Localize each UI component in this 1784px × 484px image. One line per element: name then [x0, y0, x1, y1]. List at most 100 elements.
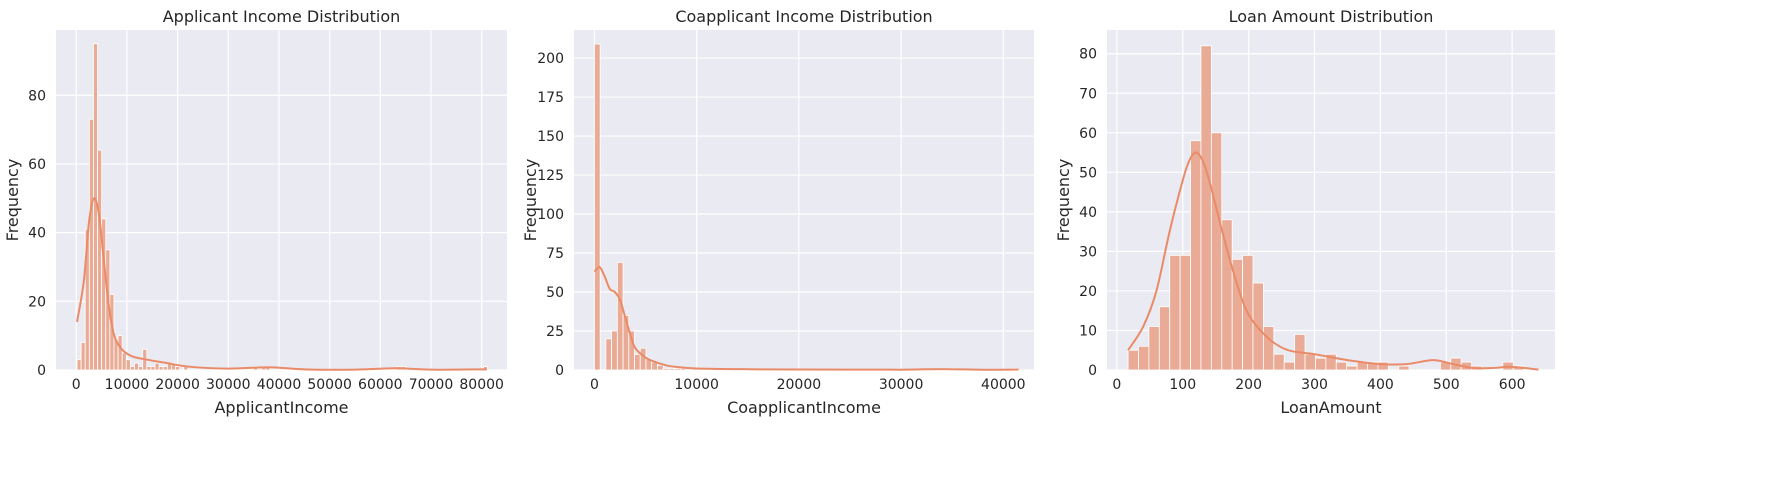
histogram-bar: [1315, 357, 1327, 371]
histogram-bar: [158, 366, 164, 371]
histogram-bar: [97, 149, 103, 371]
histogram-bar: [1169, 254, 1181, 371]
kde-curve: [1127, 151, 1539, 371]
histogram-bar: [1377, 361, 1389, 371]
histogram-bar: [80, 342, 86, 371]
x-tick-label: 10000: [674, 377, 719, 393]
y-tick-label: 60: [1079, 126, 1097, 142]
histogram-bar: [134, 362, 139, 371]
x-tick-label: 80000: [459, 377, 504, 393]
loan-amount-panel: 0 100 200 300 400 500 600 0 10 20 30 40 50 60 70 80 Lo…: [1054, 7, 1555, 417]
y-tick-label: 175: [537, 90, 564, 106]
histogram-bar: [594, 43, 601, 371]
histogram-bar: [1252, 282, 1264, 371]
kde-curve: [76, 197, 487, 371]
histogram-bar: [634, 354, 641, 371]
x-tick-label: 20000: [777, 377, 822, 393]
x-tick-labels: 0 10000 20000 30000 40000: [590, 377, 1026, 393]
y-tick-labels: 0 20 40 60 80: [28, 88, 46, 379]
histogram-bar: [117, 335, 123, 371]
histogram-bar: [611, 330, 618, 371]
histogram-bar: [154, 362, 160, 371]
applicant-income-panel: 0 10000 20000 30000 40000 50000 60000 70000 8000…: [3, 7, 507, 417]
y-tick-label: 80: [1079, 47, 1097, 63]
histogram-bars: [1127, 45, 1525, 371]
chart-title: Applicant Income Distribution: [163, 7, 401, 26]
x-tick-label: 60000: [358, 377, 403, 393]
histogram-bar: [628, 330, 635, 371]
x-axis-label: LoanAmount: [1280, 398, 1381, 417]
histogram-bar: [1190, 140, 1202, 371]
y-tick-label: 10: [1079, 323, 1097, 339]
x-tick-label: 30000: [206, 377, 251, 393]
x-axis-label: ApplicantIncome: [214, 398, 348, 417]
x-tick-label: 10000: [105, 377, 150, 393]
histogram-bar: [146, 366, 152, 371]
histogram-bar: [1158, 306, 1171, 371]
histogram-bar: [1304, 353, 1316, 371]
histogram-bar: [1346, 365, 1358, 371]
y-tick-label: 80: [28, 88, 46, 104]
y-axis-label: Frequency: [521, 159, 540, 242]
histogram-bar: [129, 366, 135, 371]
histogram-bar: [1221, 219, 1233, 371]
histogram-bar: [605, 338, 613, 371]
y-tick-label: 0: [37, 363, 46, 379]
histogram-bar: [1263, 326, 1275, 371]
histogram-bar: [162, 366, 168, 371]
x-tick-label: 0: [72, 377, 81, 393]
histogram-bar: [674, 368, 681, 371]
y-tick-label: 50: [1079, 165, 1097, 181]
histogram-bar: [1179, 254, 1191, 371]
y-tick-label: 30: [1079, 244, 1097, 260]
histogram-bar: [639, 347, 647, 371]
x-tick-label: 300: [1301, 377, 1328, 393]
y-tick-label: 75: [546, 246, 564, 262]
histogram-bar: [668, 368, 675, 371]
y-tick-label: 100: [537, 207, 564, 223]
x-tick-label: 0: [1112, 377, 1121, 393]
histogram-bar: [1273, 353, 1285, 371]
histogram-bar: [1138, 345, 1150, 371]
coapplicant-income-panel: 0 10000 20000 30000 40000 0 25 50 75 100 125 150 17…: [521, 7, 1034, 417]
x-tick-label: 500: [1433, 377, 1460, 393]
x-axis-label: CoapplicantIncome: [727, 398, 881, 417]
histogram-bar: [121, 352, 127, 371]
histogram-bar: [1398, 365, 1410, 371]
histogram-bars: [594, 43, 1019, 371]
y-tick-label: 40: [1079, 205, 1097, 221]
y-tick-labels: 0 25 50 75 100 125 150 175 200: [537, 51, 564, 379]
grid-lines: [574, 30, 1034, 371]
y-axis-label: Frequency: [1054, 159, 1073, 242]
histogram-bar: [1148, 326, 1160, 371]
x-tick-label: 0: [590, 377, 599, 393]
y-tick-label: 0: [1088, 363, 1097, 379]
chart-title: Coapplicant Income Distribution: [675, 7, 932, 26]
chart-title: Loan Amount Distribution: [1229, 7, 1434, 26]
y-tick-label: 125: [537, 168, 564, 184]
histogram-bar: [1335, 361, 1348, 371]
y-tick-labels: 0 10 20 30 40 50 60 70 80: [1079, 47, 1097, 379]
y-tick-label: 25: [546, 324, 564, 340]
x-tick-label: 100: [1169, 377, 1196, 393]
histogram-bar: [1200, 45, 1212, 371]
histogram-bar: [175, 366, 181, 371]
kde-curve: [593, 266, 1019, 371]
histogram-bar: [1127, 349, 1139, 371]
x-tick-label: 70000: [409, 377, 454, 393]
x-tick-label: 30000: [879, 377, 924, 393]
y-tick-label: 50: [546, 285, 564, 301]
x-tick-label: 20000: [155, 377, 200, 393]
y-tick-label: 200: [537, 51, 564, 67]
y-axis-label: Frequency: [3, 159, 22, 242]
histogram-bar: [657, 364, 664, 371]
x-tick-labels: 0 100 200 300 400 500 600: [1112, 377, 1525, 393]
y-tick-label: 20: [28, 294, 46, 310]
histogram-bar: [138, 366, 144, 371]
x-tick-label: 40000: [257, 377, 302, 393]
histogram-bar: [616, 261, 624, 371]
x-tick-label: 200: [1235, 377, 1262, 393]
x-tick-label: 400: [1367, 377, 1394, 393]
y-tick-label: 150: [537, 129, 564, 145]
histogram-bar: [1283, 361, 1296, 371]
